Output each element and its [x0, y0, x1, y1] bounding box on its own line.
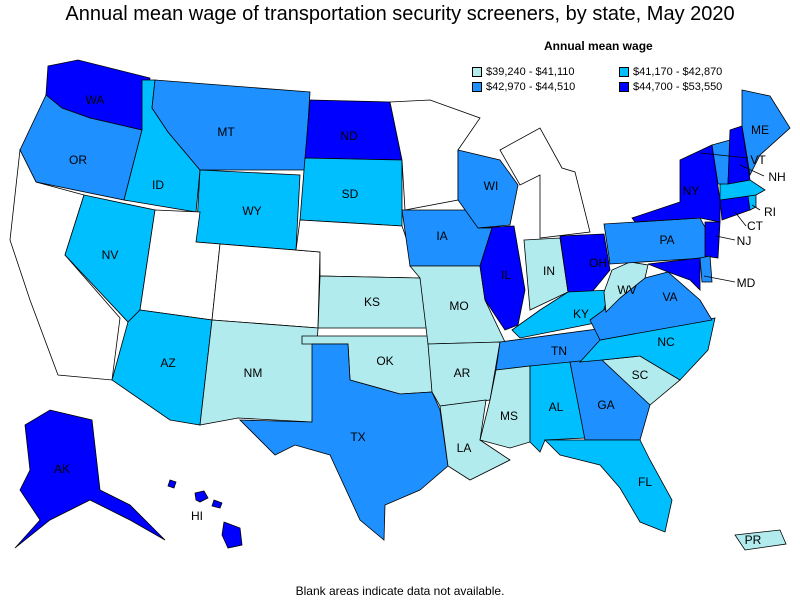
state-CA[interactable] [9, 148, 121, 381]
leader-CT [734, 211, 747, 227]
state-HI[interactable] [167, 479, 243, 549]
state-label-MO: MO [449, 299, 468, 313]
state-label-AL: AL [549, 400, 564, 414]
state-label-VT: VT [750, 153, 766, 167]
state-label-KY: KY [573, 307, 589, 321]
state-label-AR: AR [454, 366, 471, 380]
state-label-OH: OH [589, 256, 607, 270]
legend-label: $41,170 - $42,870 [633, 66, 723, 78]
state-NC[interactable] [579, 317, 716, 381]
legend-swatch [619, 82, 629, 92]
state-label-GA: GA [597, 398, 614, 412]
state-WV[interactable] [603, 261, 649, 313]
state-NH[interactable] [727, 125, 751, 185]
state-label-OK: OK [376, 354, 393, 368]
state-label-NY: NY [683, 184, 700, 198]
state-label-MD: MD [737, 276, 756, 290]
state-label-NC: NC [657, 335, 675, 349]
state-label-CT: CT [747, 219, 764, 233]
state-FL[interactable] [544, 439, 673, 533]
state-PR[interactable] [734, 529, 787, 551]
legend-item-bin-4: $44,700 - $53,550 [619, 81, 722, 93]
footnote: Blank areas indicate data not available. [295, 584, 505, 598]
state-label-AZ: AZ [160, 356, 175, 370]
state-ME[interactable] [741, 89, 791, 177]
state-label-LA: LA [457, 441, 472, 455]
state-label-NJ: NJ [737, 234, 752, 248]
state-IL[interactable] [477, 225, 526, 331]
state-label-WA: WA [86, 93, 105, 107]
legend-title: Annual mean wage [544, 39, 653, 53]
state-label-ND: ND [340, 129, 358, 143]
state-label-SD: SD [342, 187, 359, 201]
state-label-NM: NM [244, 366, 263, 380]
state-label-MT: MT [217, 125, 235, 139]
legend-label: $42,970 - $44,510 [486, 81, 576, 93]
state-label-AK: AK [54, 462, 70, 476]
legend-swatch [472, 82, 482, 92]
state-label-WY: WY [242, 204, 261, 218]
state-label-VA: VA [662, 290, 677, 304]
state-NJ[interactable] [704, 221, 721, 259]
state-PA[interactable] [603, 217, 711, 265]
map-title: Annual mean wage of transportation secur… [65, 3, 735, 25]
state-DE[interactable] [699, 255, 713, 283]
state-LA[interactable] [439, 399, 511, 481]
state-MI[interactable] [499, 127, 591, 239]
state-label-PA: PA [659, 233, 674, 247]
state-label-RI: RI [764, 205, 776, 219]
state-label-TN: TN [551, 344, 567, 358]
legend-label: $44,700 - $53,550 [633, 81, 723, 93]
legend-swatch [619, 67, 629, 77]
leader-NJ [715, 235, 736, 241]
state-label-HI: HI [191, 509, 203, 523]
state-MD[interactable] [647, 257, 701, 291]
legend-swatch [472, 67, 482, 77]
state-label-NH: NH [768, 170, 785, 184]
leader-NH [739, 164, 765, 177]
leader-VT [699, 152, 749, 159]
state-label-TX: TX [350, 430, 365, 444]
state-TX[interactable] [239, 343, 449, 541]
legend-item-bin-3: $42,970 - $44,510 [472, 81, 575, 93]
state-label-SC: SC [632, 368, 649, 382]
state-NY[interactable] [631, 144, 721, 223]
state-CO[interactable] [211, 243, 321, 329]
leader-MD [703, 275, 736, 283]
state-label-ID: ID [152, 178, 164, 192]
legend-item-bin-1: $39,240 - $41,110 [472, 66, 574, 78]
state-NM[interactable] [199, 319, 319, 426]
state-label-FL: FL [638, 475, 652, 489]
state-label-WI: WI [484, 179, 499, 193]
state-label-NV: NV [102, 248, 119, 262]
state-label-WV: WV [617, 283, 636, 297]
state-label-IN: IN [543, 264, 555, 278]
leader-RI [751, 204, 761, 211]
state-WI[interactable] [457, 149, 519, 229]
state-label-PR: PR [745, 533, 762, 547]
legend-item-bin-2: $41,170 - $42,870 [619, 66, 722, 78]
state-label-MS: MS [500, 409, 518, 423]
state-label-ME: ME [751, 123, 769, 137]
state-AK[interactable] [14, 409, 166, 549]
state-label-IA: IA [436, 229, 447, 243]
state-label-OR: OR [69, 153, 87, 167]
state-label-IL: IL [501, 268, 511, 282]
legend-label: $39,240 - $41,110 [486, 66, 575, 78]
state-OH[interactable] [559, 233, 611, 293]
state-label-KS: KS [364, 295, 380, 309]
